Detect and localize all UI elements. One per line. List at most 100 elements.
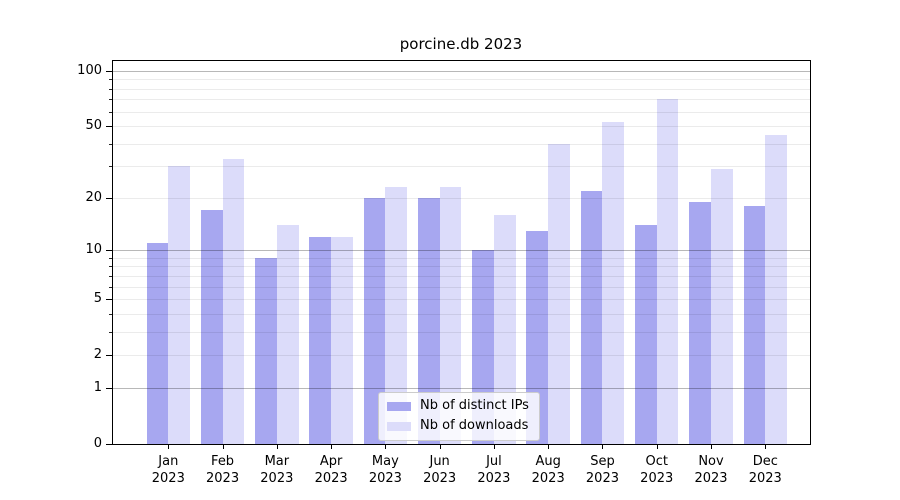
- y-minor-tick: [109, 79, 112, 81]
- legend-label-downloads: Nb of downloads: [420, 418, 529, 433]
- gridline: [113, 250, 810, 252]
- gridline: [113, 166, 810, 168]
- gridline: [113, 275, 810, 277]
- y-tick-label: 100: [77, 63, 102, 78]
- gridline: [113, 387, 810, 389]
- gridline: [113, 299, 810, 301]
- x-tick-label-jan: Jan 2023: [151, 454, 185, 486]
- gridline: [113, 88, 810, 90]
- gridline: [113, 355, 810, 357]
- legend-swatch-downloads: [387, 421, 411, 431]
- bar-may-distinct-ips: [363, 197, 386, 444]
- x-tick-label-feb: Feb 2023: [206, 454, 240, 486]
- x-tick: [656, 444, 658, 449]
- y-minor-tick: [109, 313, 112, 315]
- y-tick: [106, 250, 112, 252]
- bar-apr-downloads: [331, 236, 353, 444]
- x-tick-label-mar: Mar 2023: [260, 454, 294, 486]
- y-minor-tick: [109, 299, 112, 301]
- gridline: [113, 266, 810, 268]
- bar-jul-downloads: [493, 215, 516, 444]
- x-tick: [765, 444, 767, 449]
- x-tick: [548, 444, 550, 449]
- gridline: [113, 71, 810, 72]
- gridline: [113, 286, 810, 288]
- x-tick: [439, 444, 441, 449]
- y-minor-tick: [109, 88, 112, 90]
- bar-nov-distinct-ips: [689, 201, 711, 444]
- bar-aug-distinct-ips: [526, 230, 549, 444]
- y-minor-tick: [109, 257, 112, 259]
- x-tick: [385, 444, 387, 449]
- x-tick-label-jul: Jul 2023: [477, 454, 511, 486]
- bar-jun-distinct-ips: [417, 197, 440, 444]
- y-minor-tick: [109, 111, 112, 113]
- bar-sep-distinct-ips: [580, 190, 603, 444]
- y-minor-tick: [109, 331, 112, 333]
- legend: Nb of distinct IPs Nb of downloads: [378, 392, 540, 441]
- legend-swatch-distinct-ips: [387, 401, 411, 411]
- y-minor-tick: [109, 166, 112, 168]
- y-tick-label: 2: [93, 347, 102, 363]
- x-tick-label-sep: Sep 2023: [585, 454, 619, 486]
- y-tick-label: 50: [85, 118, 102, 134]
- x-tick-label-nov: Nov 2023: [694, 454, 728, 486]
- legend-item-downloads: Nb of downloads: [387, 418, 529, 434]
- bar-jan-downloads: [168, 166, 190, 444]
- bar-dec-distinct-ips: [743, 206, 766, 444]
- x-tick: [168, 444, 170, 449]
- y-tick-label: 10: [85, 242, 102, 258]
- y-minor-tick: [109, 126, 112, 128]
- gridline: [113, 331, 810, 333]
- bar-jun-downloads: [439, 187, 462, 444]
- legend-label-distinct-ips: Nb of distinct IPs: [420, 398, 529, 413]
- x-tick-label-jun: Jun 2023: [423, 454, 457, 486]
- gridline: [113, 126, 810, 128]
- x-tick-label-aug: Aug 2023: [531, 454, 565, 486]
- y-minor-tick: [109, 143, 112, 145]
- chart-title: porcine.db 2023: [399, 35, 523, 53]
- x-tick: [602, 444, 604, 449]
- gridline: [113, 79, 810, 81]
- y-minor-tick: [109, 355, 112, 357]
- bar-sep-downloads: [602, 121, 625, 444]
- y-tick: [106, 387, 112, 389]
- bar-nov-downloads: [711, 169, 733, 444]
- bar-apr-distinct-ips: [309, 236, 332, 444]
- y-minor-tick: [109, 197, 112, 199]
- x-tick-label-dec: Dec 2023: [748, 454, 782, 486]
- x-tick-label-apr: Apr 2023: [314, 454, 348, 486]
- x-tick-label-may: May 2023: [368, 454, 402, 486]
- y-tick: [106, 444, 112, 445]
- gridline: [113, 313, 810, 315]
- y-tick-label: 20: [85, 189, 102, 205]
- x-tick: [276, 444, 278, 449]
- y-tick-label: 5: [93, 291, 102, 307]
- bar-oct-downloads: [656, 99, 679, 444]
- y-tick: [106, 71, 112, 72]
- x-tick: [222, 444, 224, 449]
- bar-oct-distinct-ips: [635, 225, 657, 444]
- gridline: [113, 111, 810, 113]
- gridline: [113, 257, 810, 259]
- gridline: [113, 197, 810, 199]
- bar-dec-downloads: [765, 134, 787, 444]
- legend-item-distinct-ips: Nb of distinct IPs: [387, 398, 529, 414]
- gridline: [113, 143, 810, 145]
- x-tick: [331, 444, 333, 449]
- x-tick: [493, 444, 495, 449]
- bar-feb-distinct-ips: [200, 210, 223, 444]
- x-tick-label-oct: Oct 2023: [640, 454, 674, 486]
- y-minor-tick: [109, 275, 112, 277]
- bar-feb-downloads: [222, 158, 245, 444]
- y-tick-label: 0: [93, 436, 102, 451]
- x-tick: [711, 444, 712, 449]
- bar-mar-downloads: [276, 225, 299, 444]
- gridline: [113, 99, 810, 101]
- y-tick-label: 1: [93, 379, 102, 395]
- y-minor-tick: [109, 266, 112, 268]
- bar-jan-distinct-ips: [146, 243, 169, 444]
- y-minor-tick: [109, 286, 112, 288]
- bar-mar-distinct-ips: [255, 257, 277, 444]
